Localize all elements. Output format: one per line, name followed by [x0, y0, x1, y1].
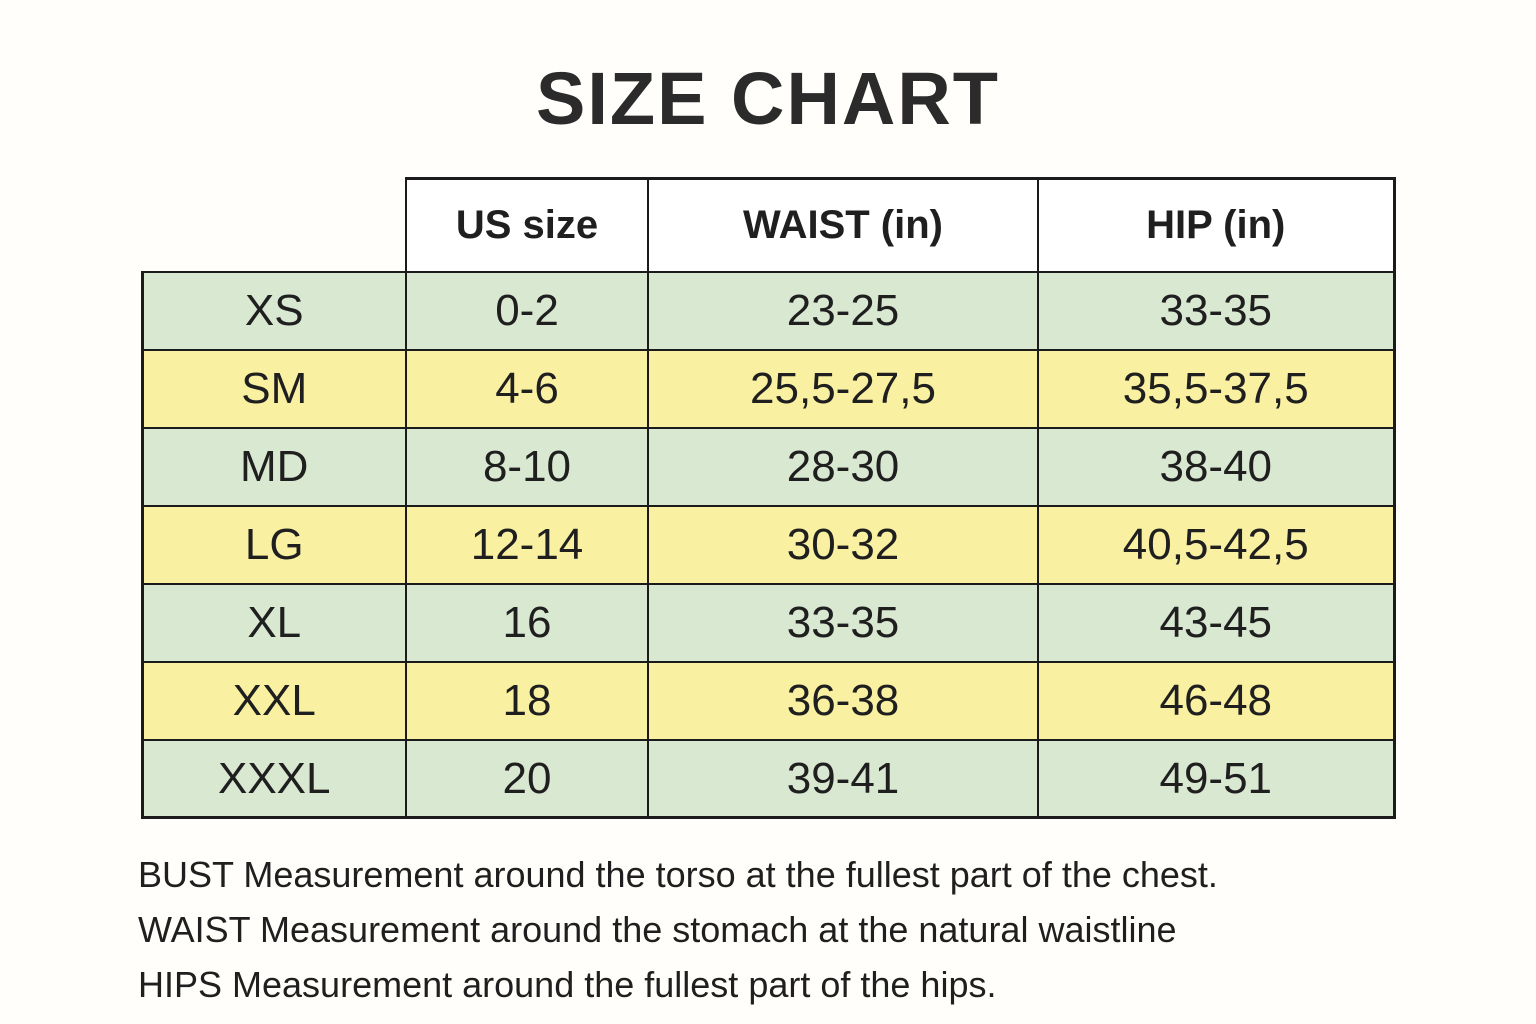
page-title: SIZE CHART	[536, 57, 1000, 140]
cell-us-size: 18	[405, 660, 649, 741]
table-row-xs: XS 0-2 23-25 33-35	[140, 270, 1396, 351]
cell-size: MD	[140, 426, 407, 507]
measurement-notes: BUST Measurement around the torso at the…	[138, 847, 1398, 1012]
cell-waist: 30-32	[647, 504, 1039, 585]
cell-waist: 33-35	[647, 582, 1039, 663]
col-header-us-size: US size	[405, 177, 649, 273]
cell-waist: 23-25	[647, 270, 1039, 351]
corner-cell	[142, 179, 406, 272]
cell-us-size: 8-10	[405, 426, 649, 507]
note-hips: HIPS Measurement around the fullest part…	[138, 964, 997, 1006]
table-row-sm: SM 4-6 25,5-27,5 35,5-37,5	[140, 348, 1396, 429]
table-row-xxl: XXL 18 36-38 46-48	[140, 660, 1396, 741]
cell-size: XS	[140, 270, 407, 351]
cell-waist: 25,5-27,5	[647, 348, 1039, 429]
cell-hip: 46-48	[1037, 660, 1396, 741]
cell-us-size: 0-2	[405, 270, 649, 351]
cell-size: SM	[140, 348, 407, 429]
cell-us-size: 20	[405, 738, 649, 820]
cell-us-size: 12-14	[405, 504, 649, 585]
table-row-lg: LG 12-14 30-32 40,5-42,5	[140, 504, 1396, 585]
cell-hip: 43-45	[1037, 582, 1396, 663]
cell-us-size: 16	[405, 582, 649, 663]
cell-size: XL	[140, 582, 407, 663]
cell-size: LG	[140, 504, 407, 585]
cell-size: XXL	[140, 660, 407, 741]
col-header-waist: WAIST (in)	[647, 177, 1039, 273]
cell-hip: 33-35	[1037, 270, 1396, 351]
header-row: US size WAIST (in) HIP (in)	[142, 177, 1396, 273]
col-header-hip: HIP (in)	[1037, 177, 1396, 273]
cell-waist: 28-30	[647, 426, 1039, 507]
cell-size: XXXL	[140, 738, 407, 820]
table-row-md: MD 8-10 28-30 38-40	[140, 426, 1396, 507]
cell-waist: 39-41	[647, 738, 1039, 820]
table-row-xxxl: XXXL 20 39-41 49-51	[140, 738, 1396, 820]
cell-hip: 38-40	[1037, 426, 1396, 507]
table-row-xl: XL 16 33-35 43-45	[140, 582, 1396, 663]
note-waist: WAIST Measurement around the stomach at …	[138, 909, 1177, 951]
cell-us-size: 4-6	[405, 348, 649, 429]
size-chart-table: US size WAIST (in) HIP (in) XS 0-2 23-25…	[140, 177, 1396, 820]
cell-hip: 49-51	[1037, 738, 1396, 820]
cell-waist: 36-38	[647, 660, 1039, 741]
note-bust: BUST Measurement around the torso at the…	[138, 854, 1218, 896]
cell-hip: 40,5-42,5	[1037, 504, 1396, 585]
cell-hip: 35,5-37,5	[1037, 348, 1396, 429]
